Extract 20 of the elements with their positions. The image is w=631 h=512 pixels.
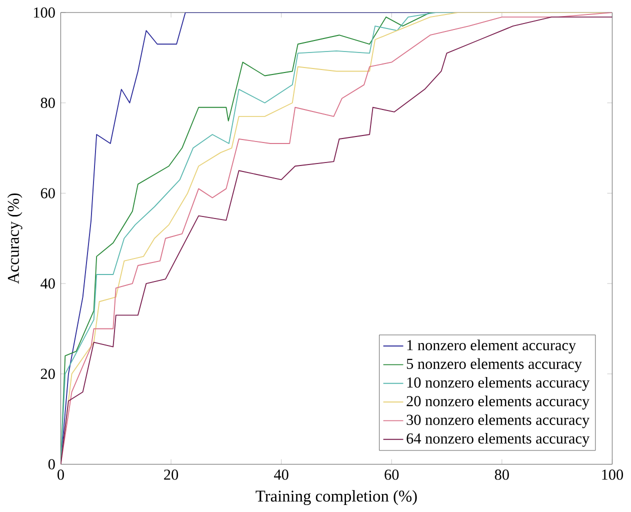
x-tick-label: 20	[164, 469, 178, 480]
y-tick-label: 0	[48, 458, 55, 470]
legend-label: 1 nonzero element accuracy	[407, 339, 576, 354]
y-tick-label: 80	[40, 98, 55, 108]
legend-label: 20 nonzero elements accuracy	[406, 395, 590, 410]
x-axis-title: Training completion (%)	[256, 490, 417, 505]
x-tick-label: 100	[602, 469, 624, 480]
y-tick-label: 60	[40, 188, 55, 198]
legend-label: 30 nonzero elements accuracy	[406, 414, 590, 428]
legend-label: 5 nonzero elements accuracy	[406, 358, 582, 372]
y-tick-label: 20	[40, 368, 55, 379]
x-tick-label: 60	[384, 469, 399, 480]
x-tick-label: 0	[58, 469, 64, 480]
legend-label: 10 nonzero elements accuracy	[407, 376, 590, 391]
y-tick-label: 40	[40, 278, 55, 288]
y-axis-title: Accuracy (%)	[7, 193, 22, 284]
legend-label: 64 nonzero elements accuracy	[406, 432, 590, 447]
x-tick-label: 40	[274, 469, 288, 480]
x-tick-label: 80	[494, 469, 509, 480]
y-tick-label: 100	[34, 7, 55, 18]
